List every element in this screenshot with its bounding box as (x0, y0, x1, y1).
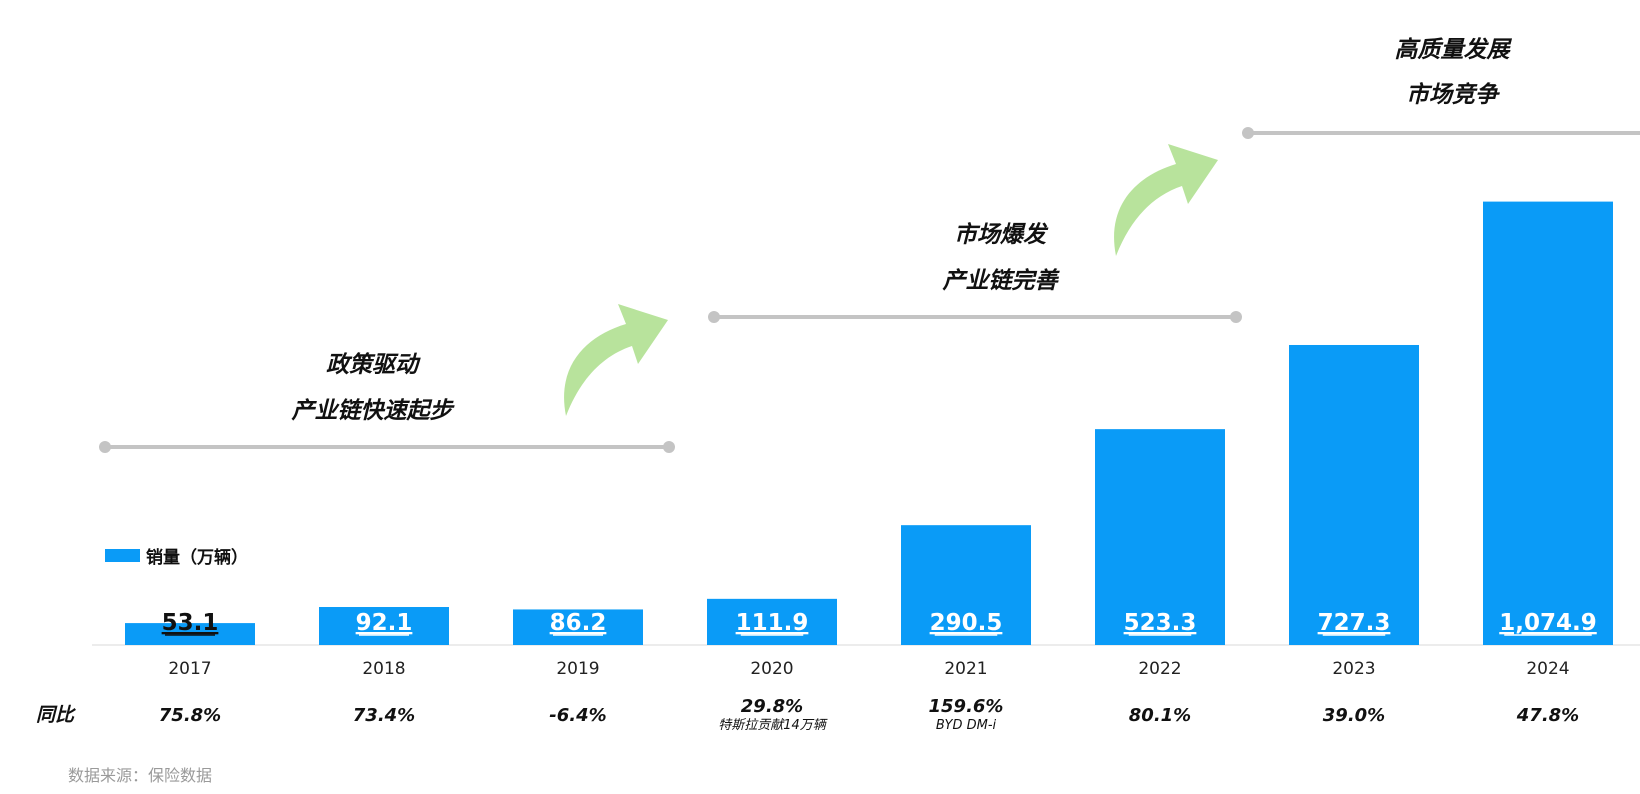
yoy-value: 29.8% (741, 696, 803, 717)
yoy-value: 75.8% (159, 705, 221, 726)
data-source: 数据来源：保险数据 (68, 766, 213, 785)
phase-line-dot (99, 441, 111, 453)
bar-2022 (1095, 429, 1225, 645)
x-tick-label: 2022 (1138, 659, 1181, 679)
phase-subtitle: 产业链快速起步 (291, 398, 456, 424)
yoy-note: 特斯拉贡献14万辆 (718, 717, 828, 733)
legend-swatch (105, 549, 140, 562)
yoy-value: 39.0% (1323, 705, 1385, 726)
yoy-value: 47.8% (1516, 705, 1579, 726)
bar-value-label: 92.1 (356, 610, 413, 636)
phase-line-dot (1242, 127, 1254, 139)
bar-2023 (1289, 344, 1419, 645)
x-tick-label: 2023 (1332, 659, 1375, 679)
phase-line-dot (663, 441, 675, 453)
bar-2018 (319, 607, 449, 645)
bar-value-label: 111.9 (736, 610, 809, 636)
x-tick-label: 2020 (750, 659, 793, 679)
phase-line-dot (1230, 311, 1242, 323)
yoy-value: 159.6% (929, 696, 1004, 717)
yoy-value: 80.1% (1129, 705, 1191, 726)
yoy-value: -6.4% (549, 705, 606, 726)
yoy-value: 73.4% (353, 705, 415, 726)
phase-arrow-2 (1114, 144, 1218, 256)
bar-value-label: 727.3 (1318, 610, 1391, 636)
x-tick-label: 2024 (1526, 659, 1569, 679)
x-tick-label: 2017 (168, 659, 211, 679)
yoy-note: BYD DM-i (936, 718, 997, 733)
phase-subtitle: 市场竞争 (1406, 81, 1500, 108)
x-tick-label: 2018 (362, 659, 405, 679)
phase-title: 市场爆发 (954, 221, 1049, 248)
bar-value-label: 290.5 (930, 610, 1003, 636)
phase-line-dot (708, 311, 720, 323)
phase-title: 高质量发展 (1395, 37, 1513, 63)
x-tick-label: 2021 (944, 659, 987, 679)
legend-label: 销量（万辆） (146, 548, 248, 568)
bar-2020 (707, 598, 837, 645)
phase-subtitle: 产业链完善 (942, 267, 1061, 294)
bar-2017 (125, 623, 255, 645)
phase-title: 政策驱动 (326, 352, 421, 378)
phase-arrow-1 (564, 304, 668, 416)
legend: 销量（万辆） (105, 543, 248, 568)
yoy-row-label: 同比 (36, 704, 76, 726)
x-tick-label: 2019 (556, 659, 599, 679)
bar-value-label: 86.2 (550, 610, 607, 636)
bar-value-label: 1,074.9 (1499, 610, 1597, 636)
bar-2024 (1483, 201, 1613, 645)
bar-2019 (513, 609, 643, 645)
bar-value-label: 53.1 (162, 610, 219, 636)
bar-value-label: 523.3 (1124, 610, 1197, 636)
bar-2021 (901, 525, 1031, 645)
